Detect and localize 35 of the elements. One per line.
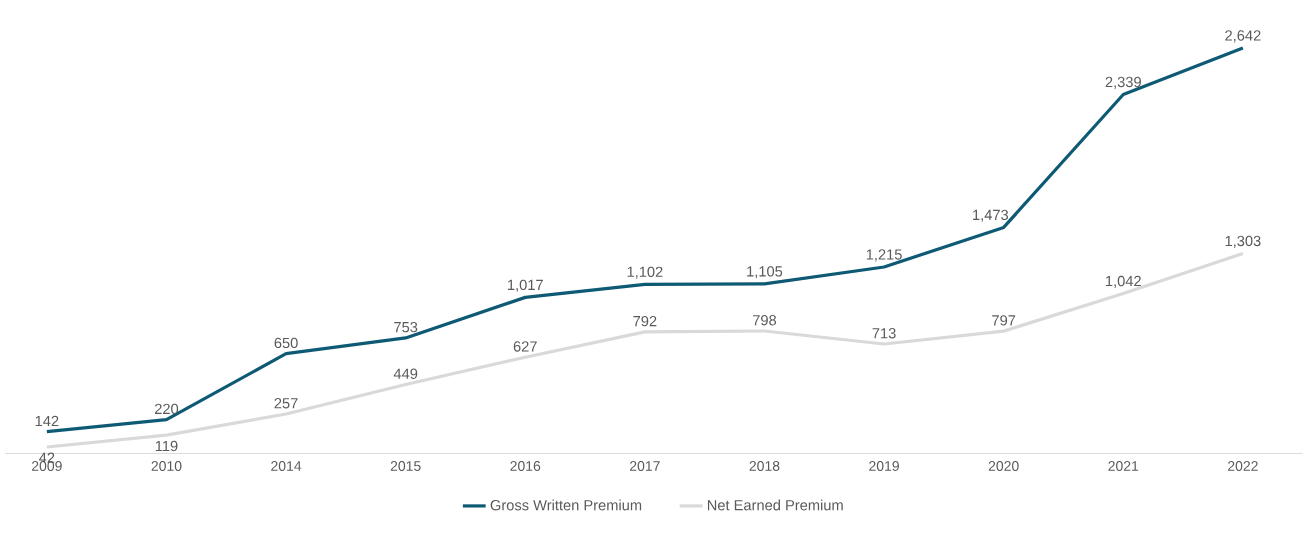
x-tick-label: 2016 [510,460,541,471]
x-tick-label: 2022 [1228,460,1258,471]
x-tick-label: 2015 [390,460,421,471]
data-label: 1,105 [747,266,783,279]
x-tick-label: 2010 [151,460,182,471]
data-label: 1,042 [1106,275,1141,288]
data-label: 449 [393,368,418,379]
x-tick-label: 2009 [32,460,62,471]
data-label: 142 [35,415,59,426]
data-label: 1,303 [1225,235,1261,248]
x-tick-label: 2020 [988,460,1019,471]
data-label: 1,215 [866,249,902,262]
data-label: 797 [992,315,1016,326]
data-label: 627 [513,341,537,352]
x-tick-label: 2018 [749,460,780,471]
legend-label: Net Earned Premium [707,499,843,511]
data-label: 650 [274,337,298,349]
x-tick-label: 2017 [630,460,660,471]
data-label: 1,017 [508,279,543,292]
x-tick-label: 2021 [1108,460,1139,471]
data-label: 220 [154,403,179,415]
data-label: 753 [394,321,418,333]
data-label: 1,102 [627,266,663,279]
data-label: 119 [155,440,178,452]
data-label: 798 [752,314,777,326]
data-label: 257 [274,397,298,409]
data-label: 1,473 [973,209,1009,222]
x-tick-label: 2014 [271,460,302,471]
legend-label: Gross Written Premium [490,499,642,511]
data-label: 42 [39,452,55,463]
data-label: 792 [633,315,657,327]
data-label: 2,642 [1225,30,1261,43]
x-tick-label: 2019 [869,460,899,471]
data-label: 2,339 [1105,76,1141,89]
data-label: 713 [872,328,896,339]
